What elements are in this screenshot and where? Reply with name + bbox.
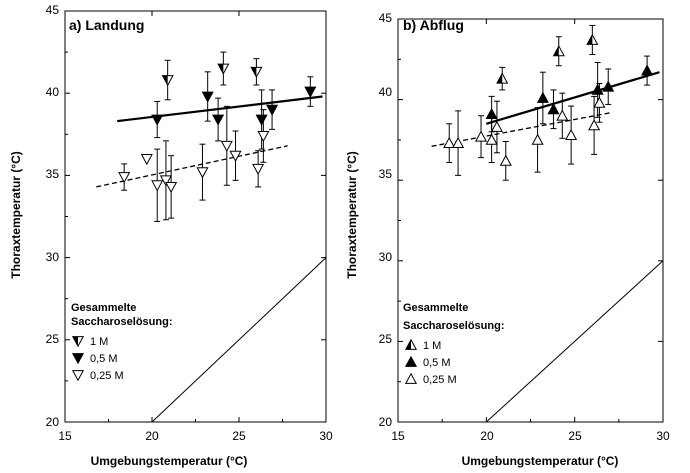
legend-title-line1-a: Gesammelte <box>71 302 136 314</box>
data-point-b-s2-9 <box>588 119 601 131</box>
data-point-a-s0-2 <box>250 66 263 79</box>
legend-label-a-1m: 1 M <box>90 336 108 348</box>
legend-label-a-025m: 0,25 M <box>90 370 124 382</box>
y-tick-label-b-25: 25 <box>379 332 393 346</box>
data-point-a-s1-5 <box>304 86 317 98</box>
legend-title-line2-b: Saccharoselösung: <box>403 320 504 332</box>
legend-marker-a-s2 <box>71 370 85 382</box>
y-tick-label-b-45: 45 <box>379 11 393 25</box>
fit-line-solid-a <box>117 95 323 123</box>
y-tick-label-a-30: 30 <box>46 250 60 264</box>
legend-marker-b-s2 <box>404 372 418 384</box>
legend-label-b-05m: 0,5 M <box>423 357 451 369</box>
x-tick-label-b-30: 30 <box>656 429 670 443</box>
fit-line-solid-b <box>485 71 660 125</box>
panel-b: b) Abflug Umgebungstemperatur (°C) Thora… <box>345 11 670 468</box>
data-point-b-s2-4 <box>490 120 503 132</box>
x-tick-label-a-20: 20 <box>145 429 159 443</box>
panel-title-b: b) Abflug <box>403 17 464 33</box>
y-tick-label-a-35: 35 <box>46 167 60 181</box>
legend-label-a-05m: 0,5 M <box>90 353 118 365</box>
data-point-b-s2-6 <box>531 133 544 145</box>
legend-marker-b-s1 <box>404 355 418 367</box>
data-point-b-s0-2 <box>586 33 599 45</box>
legend-marker-a-s0 <box>71 336 85 348</box>
data-point-a-s2-8 <box>252 163 265 176</box>
data-point-b-s1-4 <box>602 80 615 92</box>
x-axis-label-a: Umgebungstemperatur (°C) <box>91 454 248 468</box>
x-axis-label-b: Umgebungstemperatur (°C) <box>462 454 619 468</box>
fit-line-thin-b <box>485 260 664 423</box>
data-point-a-s2-0 <box>118 172 131 184</box>
x-tick-label-a-25: 25 <box>232 429 246 443</box>
data-point-b-s2-3 <box>485 133 498 145</box>
data-point-a-s0-1 <box>217 63 230 75</box>
data-point-b-s0-1 <box>552 44 565 57</box>
data-point-b-s1-5 <box>641 64 654 76</box>
data-point-a-s1-3 <box>255 114 268 126</box>
y-tick-label-b-20: 20 <box>379 415 393 429</box>
panel-title-a: a) Landung <box>69 17 144 33</box>
y-tick-label-a-40: 40 <box>46 85 60 99</box>
y-tick-label-a-45: 45 <box>46 3 60 17</box>
x-tick-label-b-15: 15 <box>391 429 405 443</box>
data-point-b-s1-1 <box>536 91 549 103</box>
y-axis-label-b: Thoraxtemperatur (°C) <box>345 151 359 278</box>
data-point-a-s2-3 <box>159 175 172 187</box>
data-point-a-s2-5 <box>196 167 209 179</box>
x-tick-label-a-30: 30 <box>319 429 333 443</box>
x-tick-label-b-20: 20 <box>480 429 494 443</box>
data-point-a-s2-1 <box>140 154 153 166</box>
fit-line-dashed-b <box>431 111 612 147</box>
legend-marker-a-s1 <box>71 353 85 365</box>
data-point-b-s1-0 <box>485 107 498 119</box>
x-tick-label-b-25: 25 <box>568 429 582 443</box>
data-point-a-s0-0 <box>161 75 174 87</box>
data-point-a-s1-0 <box>151 114 164 126</box>
y-axis-label-a: Thoraxtemperatur (°C) <box>9 151 23 278</box>
data-point-a-s2-2 <box>151 180 164 192</box>
y-tick-label-b-35: 35 <box>379 167 393 181</box>
data-point-b-s0-0 <box>496 72 509 84</box>
legend-marker-b-s0 <box>404 338 418 350</box>
data-point-a-s1-4 <box>266 104 279 116</box>
legend-title-line2-a: Saccharoselösung: <box>71 316 172 328</box>
data-point-b-s2-1 <box>452 136 465 148</box>
plot-area-b <box>397 18 664 423</box>
data-point-b-s2-0 <box>443 136 456 148</box>
legend-title-line1-b: Gesammelte <box>403 302 468 314</box>
data-point-a-s1-2 <box>212 114 225 126</box>
data-point-a-s2-7 <box>229 150 242 162</box>
data-point-b-s2-10 <box>593 96 606 108</box>
y-tick-label-b-40: 40 <box>379 85 393 99</box>
data-point-a-s2-4 <box>165 182 178 194</box>
data-point-b-s2-8 <box>565 128 578 140</box>
panel-a: a) Landung Umgebungstemperatur (°C) Thor… <box>9 3 333 468</box>
data-point-b-s1-3 <box>591 83 604 95</box>
legend-label-b-1m: 1 M <box>423 340 441 352</box>
fit-line-dashed-a <box>96 145 288 188</box>
plot-area-a <box>64 10 327 423</box>
y-tick-label-a-20: 20 <box>46 415 60 429</box>
legend-label-b-025m: 0,25 M <box>423 374 457 386</box>
data-point-b-s2-2 <box>474 130 488 142</box>
data-point-b-s2-7 <box>556 109 569 121</box>
data-point-a-s2-9 <box>257 131 270 143</box>
data-point-a-s1-1 <box>201 91 214 103</box>
data-point-a-s2-6 <box>220 140 233 153</box>
x-tick-label-a-15: 15 <box>58 429 72 443</box>
y-tick-label-a-25: 25 <box>46 332 60 346</box>
y-tick-label-b-30: 30 <box>379 250 393 264</box>
data-point-b-s1-2 <box>547 103 560 115</box>
fit-line-thin-a <box>151 257 327 423</box>
data-point-b-s2-5 <box>499 154 512 166</box>
